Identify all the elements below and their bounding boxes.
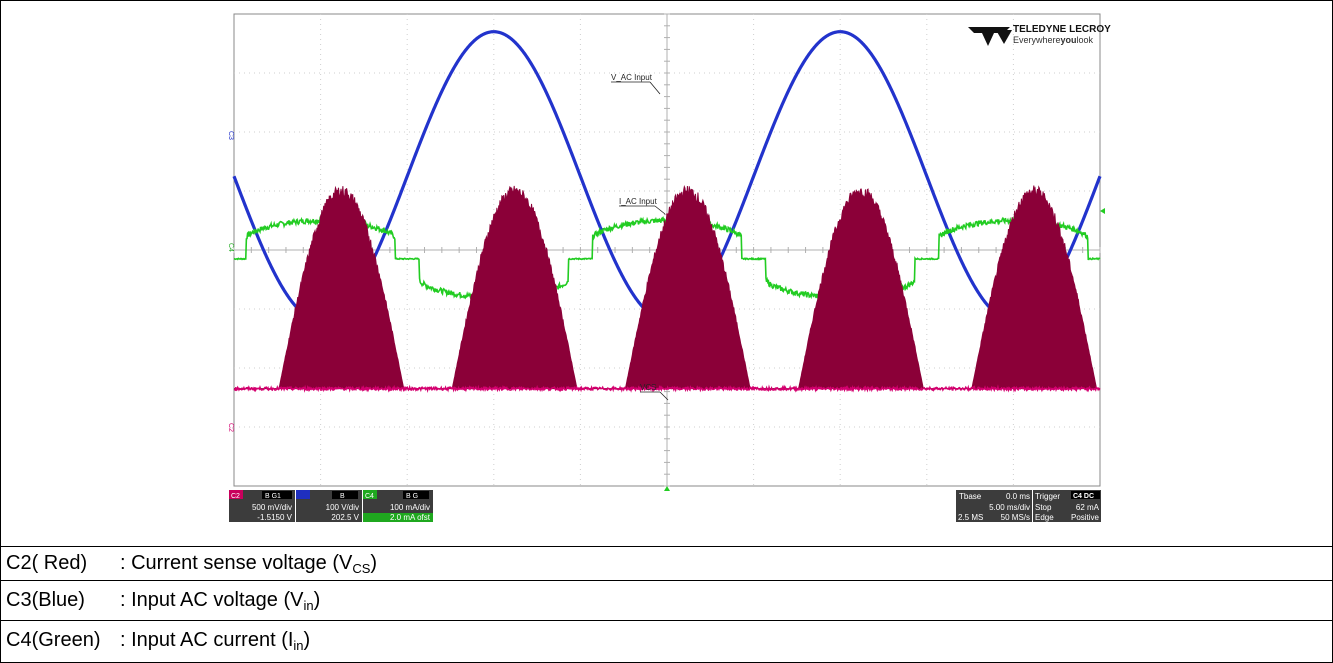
timebase-rate: 50 MS/s — [1001, 513, 1030, 522]
channel-vdiv: 100 mA/div — [390, 503, 430, 512]
timebase-label: Tbase — [959, 492, 982, 501]
brand-tagline: Everywhereyoulook — [1013, 35, 1094, 45]
legend-subscript: in — [293, 638, 304, 653]
annotation-vcs-label: VCS — [640, 383, 656, 392]
channel-box-c4[interactable]: C4 B G 100 mA/div 2.0 mA ofst — [363, 490, 433, 522]
trigger-level: 62 mA — [1076, 503, 1100, 512]
timebase-box[interactable]: Tbase 0.0 ms 5.00 ms/div 2.5 MS 50 MS/s — [956, 490, 1032, 522]
channel-flags: B G — [406, 493, 418, 500]
channel-id: C4 — [365, 493, 374, 500]
lecroy-emblem-icon — [968, 27, 1012, 46]
annotation-v-ac-label: V_AC Input — [611, 73, 653, 82]
timebase-samples: 2.5 MS — [958, 513, 983, 522]
annotation-i-ac: I_AC Input — [619, 197, 666, 215]
legend-row-c2: C2( Red) : Current sense voltage (VCS) — [6, 551, 377, 581]
channel-offset: 202.5 V — [331, 513, 359, 522]
trigger-label: Trigger — [1035, 492, 1060, 501]
annotation-i-ac-label: I_AC Input — [619, 197, 658, 206]
trigger-level-icon — [1100, 208, 1105, 214]
trigger-position-icon — [664, 486, 670, 491]
channel-vdiv: 500 mV/div — [252, 503, 292, 512]
divider-line — [0, 580, 1333, 581]
legend-subscript: CS — [352, 561, 371, 576]
c4-ground-marker: C4 — [227, 243, 234, 252]
annotation-vcs: VCS — [640, 383, 669, 401]
legend-channel-label: C4(Green) — [6, 629, 101, 651]
legend-description-end: ) — [303, 629, 311, 651]
legend-channel-label: C2( Red) — [6, 552, 88, 574]
trigger-box[interactable]: Trigger C4 DC Stop 62 mA Edge Positive — [1033, 490, 1101, 522]
trigger-source: C4 DC — [1073, 493, 1094, 500]
channel-box-c3[interactable]: B 100 V/div 202.5 V — [296, 490, 362, 522]
channel-flags: B G1 — [265, 493, 281, 500]
legend-description: : Input AC voltage (V — [120, 589, 304, 611]
legend-description: : Input AC current (I — [120, 629, 294, 651]
legend-channel-label: C3(Blue) — [6, 589, 85, 611]
trace-vcs-baseline — [233, 384, 1101, 393]
traces — [232, 30, 1102, 393]
annotation-v-ac: V_AC Input — [611, 73, 661, 95]
timebase-tdiv: 5.00 ms/div — [989, 503, 1030, 512]
trigger-slope: Positive — [1071, 513, 1100, 522]
divider-line — [0, 546, 1333, 547]
channel-badge — [229, 490, 243, 499]
c3-ground-marker: C3 — [227, 131, 234, 140]
channel-badge — [296, 490, 310, 499]
channel-badge — [363, 490, 377, 499]
legend-row-c4: C4(Green) : Input AC current (Iin) — [6, 628, 310, 658]
channel-box-c2[interactable]: C2 B G1 500 mV/div -1.5150 V — [229, 490, 295, 522]
c2-ground-marker: C2 — [227, 423, 234, 432]
trigger-mode: Stop — [1035, 503, 1052, 512]
oscilloscope-screen: TELEDYNE LECROY Everywhereyoulook V_AC I… — [227, 13, 1111, 522]
legend-description-end: ) — [370, 552, 378, 574]
teledyne-lecroy-logo: TELEDYNE LECROY Everywhereyoulook — [968, 24, 1111, 46]
channel-offset: 2.0 mA ofst — [390, 513, 431, 522]
channel-flags: B — [340, 493, 345, 500]
legend-description: : Current sense voltage (V — [120, 552, 353, 574]
legend-description-end: ) — [313, 589, 321, 611]
channel-offset: -1.5150 V — [257, 513, 292, 522]
legend-subscript: in — [303, 598, 314, 613]
channel-id: C2 — [231, 493, 240, 500]
legend-row-c3: C3(Blue) : Input AC voltage (Vin) — [6, 588, 320, 618]
timebase-delay: 0.0 ms — [1006, 492, 1030, 501]
divider-line — [0, 620, 1333, 621]
trigger-type: Edge — [1035, 513, 1054, 522]
brand-name: TELEDYNE LECROY — [1013, 24, 1111, 35]
channel-vdiv: 100 V/div — [326, 503, 359, 512]
